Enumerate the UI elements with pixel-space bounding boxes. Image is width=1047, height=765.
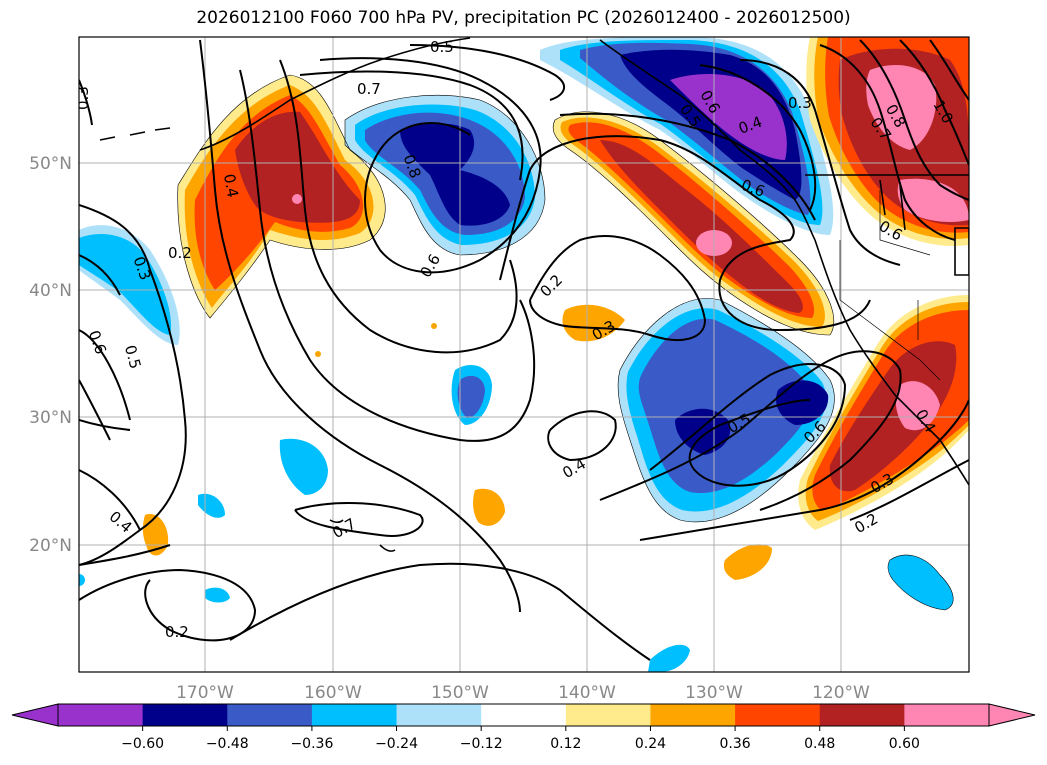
coastlines [99, 37, 969, 552]
colorbar-swatch [396, 704, 482, 726]
lat-label-20n: 20°N [29, 536, 72, 556]
colorbar-tick-label: −0.24 [375, 736, 418, 752]
latitude-labels: 50°N 40°N 30°N 20°N [29, 154, 72, 556]
lon-label-120w: 120°W [812, 683, 870, 703]
contour-label: 0.3 [788, 94, 812, 112]
chart-title: 2026012100 F060 700 hPa PV, precipitatio… [196, 8, 851, 28]
colorbar-tick-label: 0.24 [635, 736, 666, 752]
precip-fill [79, 37, 969, 672]
lat-label-40n: 40°N [29, 281, 72, 301]
colorbar-tick-label: −0.12 [460, 736, 503, 752]
lon-label-130w: 130°W [685, 683, 743, 703]
lon-label-170w: 170°W [176, 683, 234, 703]
colorbar-tick-label: 0.36 [720, 736, 751, 752]
fill-outlines [177, 74, 954, 611]
map-panel: 0.3 0.5 0.7 0.4 0.8 0.2 0.3 0.6 0.5 0.6 … [74, 37, 969, 672]
colorbar-swatch [481, 704, 567, 726]
contour-label: 0.7 [357, 80, 381, 98]
lat-label-30n: 30°N [29, 408, 72, 428]
colorbar-tick-label: −0.48 [206, 736, 249, 752]
colorbar-swatch [904, 704, 990, 726]
colorbar-extend-max [988, 703, 1036, 727]
colorbar-swatch [227, 704, 313, 726]
lon-label-150w: 150°W [431, 683, 489, 703]
lon-label-160w: 160°W [304, 683, 362, 703]
colorbar-swatch [58, 704, 144, 726]
colorbar-swatch [311, 704, 398, 726]
lat-label-50n: 50°N [29, 154, 72, 174]
contour-label: 0.4 [220, 172, 242, 199]
colorbar-swatch [565, 704, 651, 726]
contour-label: 0.5 [121, 343, 145, 371]
contour-label: 0.3 [74, 86, 92, 110]
lon-label-140w: 140°W [558, 683, 616, 703]
colorbar-tick-label: −0.36 [290, 736, 333, 752]
colorbar-tick-label: −0.60 [121, 736, 164, 752]
contour-label: 0.2 [168, 244, 192, 262]
map-frame [78, 36, 970, 673]
contour-label: 0.5 [430, 38, 454, 56]
colorbar-swatch [650, 704, 736, 726]
colorbar-swatch [735, 704, 821, 726]
colorbar-tick-label: 0.48 [804, 736, 835, 752]
colorbar-swatch [142, 704, 228, 726]
colorbar-extend-min [11, 703, 59, 727]
colorbar-frame [57, 703, 990, 727]
graticule [79, 37, 969, 672]
colorbar-tick-label: 0.12 [550, 736, 581, 752]
contour-label: 0.2 [165, 623, 189, 641]
colorbar: −0.60 −0.48 −0.36 −0.24 −0.12 0.12 0.24 0.36 0.4… [11, 703, 1036, 752]
pv-contours [79, 39, 969, 661]
colorbar-tick-label: 0.60 [889, 736, 920, 752]
borders [839, 190, 941, 381]
longitude-labels: 170°W 160°W 150°W 140°W 130°W 120°W [176, 683, 870, 703]
colorbar-swatch [819, 704, 905, 726]
